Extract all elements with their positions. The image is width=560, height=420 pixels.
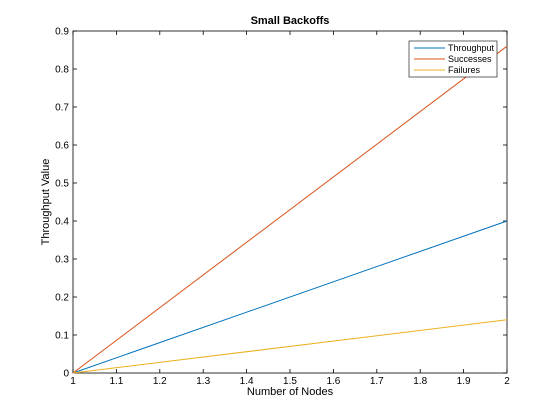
series-line-failures — [72, 319, 508, 374]
y-tick-label: 0.1 — [55, 331, 69, 342]
y-tick-label: 0 — [63, 369, 69, 380]
series-lines — [72, 45, 508, 374]
x-tick-label: 1.8 — [413, 376, 427, 387]
y-axis-label: Throughput Value — [40, 159, 52, 246]
legend-label: Failures — [448, 65, 481, 75]
x-tick-label: 1.6 — [326, 376, 340, 387]
x-tick-label: 1.7 — [370, 376, 384, 387]
y-tick-label: 0.3 — [55, 255, 69, 266]
x-axis-label: Number of Nodes — [247, 386, 334, 398]
y-tick-label: 0.2 — [55, 293, 69, 304]
x-tick-label: 1.5 — [283, 376, 297, 387]
x-tick-label: 1.3 — [196, 376, 210, 387]
y-tick-label: 0.6 — [55, 141, 69, 152]
x-tick-label: 1.9 — [457, 376, 471, 387]
x-tick-label: 1.2 — [153, 376, 167, 387]
legend-label: Throughput — [448, 43, 495, 53]
x-tick-label: 1.1 — [109, 376, 123, 387]
y-tick-label: 0.4 — [55, 217, 69, 228]
plot-area — [72, 30, 508, 374]
legend-label: Successes — [448, 54, 492, 64]
axis-ticks: 1 1.1 1.2 1.3 1.4 1.5 1.6 1.7 1.8 1.9 2 0 0.1 0.2 0.3 0… — [55, 27, 510, 388]
x-tick-label: 1 — [70, 376, 76, 387]
x-tick-label: 1.4 — [240, 376, 254, 387]
x-tick-label: 2 — [504, 376, 510, 387]
series-line-successes — [72, 45, 508, 374]
y-tick-label: 0.9 — [55, 27, 69, 38]
y-tick-label: 0.5 — [55, 179, 69, 190]
series-line-throughput — [72, 220, 508, 374]
chart-title: Small Backoffs — [251, 15, 330, 27]
y-tick-label: 0.8 — [55, 65, 69, 76]
y-tick-label: 0.7 — [55, 103, 69, 114]
